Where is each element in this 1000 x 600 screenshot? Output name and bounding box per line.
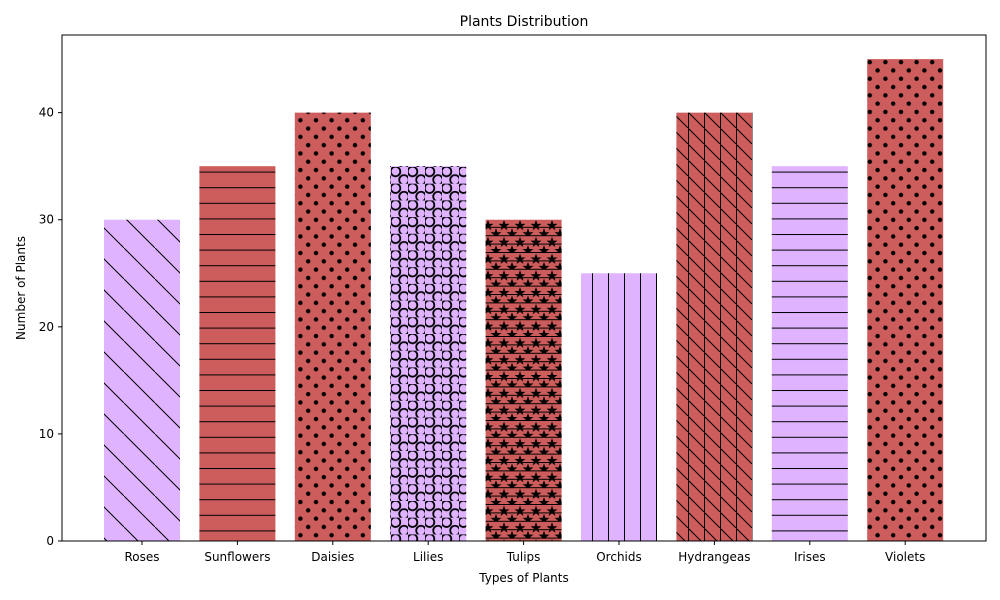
x-axis-label: Types of Plants xyxy=(478,571,569,585)
y-tick-label: 10 xyxy=(39,427,54,441)
bars-group xyxy=(104,59,944,542)
bar-lilies xyxy=(390,166,467,541)
bar-hatch xyxy=(104,219,180,541)
chart-title: Plants Distribution xyxy=(460,14,589,30)
bar-hydrangeas xyxy=(676,112,753,542)
bar-hatch xyxy=(485,219,562,541)
y-tick-label: 20 xyxy=(39,320,54,334)
bar-violets xyxy=(867,59,944,541)
bar-hatch xyxy=(294,112,371,542)
x-tick-label-orchids: Orchids xyxy=(596,550,642,564)
bar-hatch xyxy=(390,166,467,541)
y-axis-label: Number of Plants xyxy=(14,236,28,340)
y-tick-label: 30 xyxy=(39,213,54,227)
x-tick-label-sunflowers: Sunflowers xyxy=(204,550,270,564)
bar-tulips xyxy=(485,219,562,541)
y-tick-label: 40 xyxy=(39,106,54,120)
bar-hatch xyxy=(581,273,657,541)
bar-hatch xyxy=(867,59,944,541)
x-tick-label-daisies: Daisies xyxy=(311,550,354,564)
bar-daisies xyxy=(294,112,371,542)
plot-frame xyxy=(61,34,987,542)
x-tick-label-irises: Irises xyxy=(794,550,826,564)
y-axis: 0 10 20 30 40 xyxy=(39,106,62,548)
bar-hatch xyxy=(676,112,753,542)
bar-hatch xyxy=(771,166,848,541)
x-tick-label-lilies: Lilies xyxy=(413,550,443,564)
bar-roses xyxy=(104,219,180,541)
y-tick-label: 0 xyxy=(46,534,54,548)
bar-hatch xyxy=(199,166,276,541)
x-tick-label-violets: Violets xyxy=(885,550,925,564)
bar-irises xyxy=(771,166,848,541)
x-tick-label-roses: Roses xyxy=(124,550,159,564)
bar-orchids xyxy=(581,273,657,541)
x-axis: Roses Sunflowers Daisies Lilies Tulips Orchid… xyxy=(124,541,925,564)
x-tick-label-tulips: Tulips xyxy=(506,550,541,564)
bar-sunflowers xyxy=(199,166,276,541)
x-tick-label-hydrangeas: Hydrangeas xyxy=(678,550,750,564)
